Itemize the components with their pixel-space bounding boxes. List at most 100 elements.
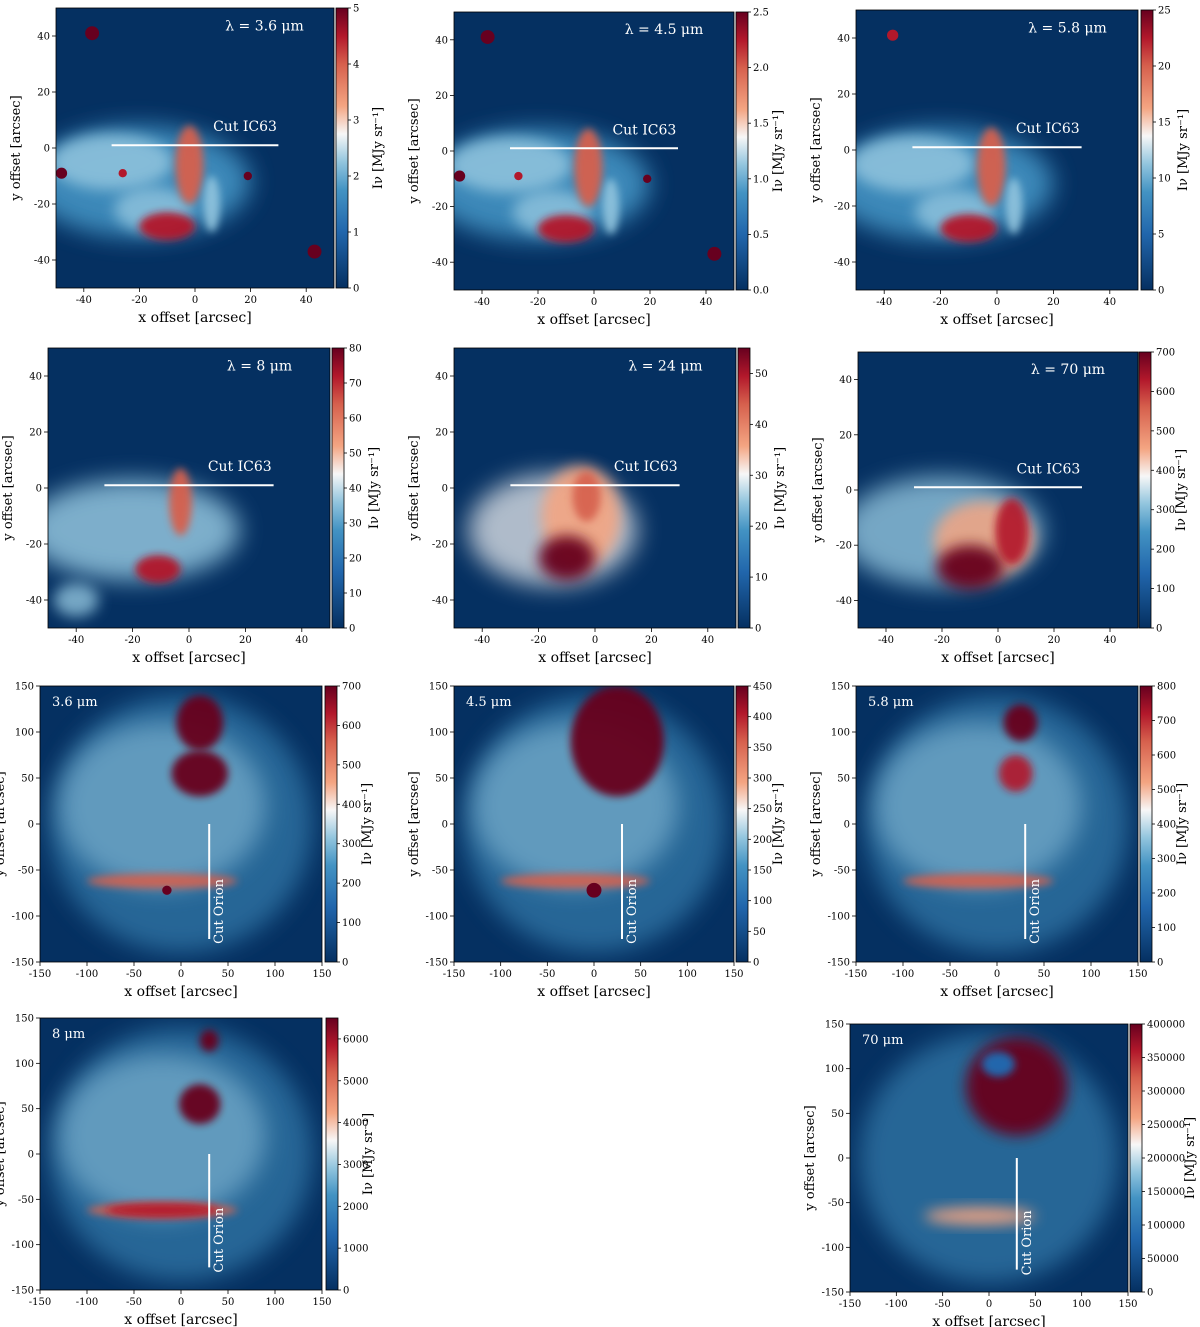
emission-blob [874, 722, 1082, 889]
y-tick-label: 100 [429, 728, 448, 739]
colorbar-tick-label: 450 [753, 682, 772, 693]
colorbar-gradient [1129, 1023, 1143, 1293]
x-tick-label: 150 [312, 969, 331, 980]
y-tick-label: -50 [18, 866, 34, 877]
panel-3: Cut IC63 λ = 5.8 μm -40 -20 0 20 40 -40 -20 0 20 40… [809, 6, 1191, 329]
y-tick-label: 50 [21, 1104, 34, 1115]
emission-blob [480, 30, 495, 44]
emission-blob [162, 885, 172, 895]
emission-blob [602, 178, 620, 235]
cut-label: Cut Orion [1028, 878, 1043, 944]
emission-blob [179, 1084, 221, 1125]
emission-blob [977, 127, 1006, 206]
emission-blob [171, 750, 228, 797]
x-tick-label: 0 [994, 297, 1000, 308]
y-tick-label: 20 [37, 88, 50, 99]
colorbar-gradient [331, 347, 345, 629]
cut-label: Cut Orion [1020, 1210, 1035, 1276]
panel-9: Cut Orion 5.8 μm -150 -100 -50 0 50 100 150 -150 -… [809, 682, 1190, 1001]
heatmap-image [454, 348, 736, 628]
emission-blob [58, 1054, 266, 1218]
emission-blob [87, 873, 238, 889]
y-tick-label: -150 [426, 958, 448, 969]
emission-blob [514, 171, 523, 181]
y-tick-label: 0 [844, 820, 850, 831]
emission-blob [203, 176, 221, 232]
y-tick-label: 40 [435, 372, 448, 383]
wavelength-label: 8 μm [52, 1027, 85, 1042]
colorbar-tick-label: 6000 [343, 1034, 368, 1045]
colorbar-label: Iν [MJy sr⁻¹] [361, 1113, 376, 1195]
emission-blob [135, 555, 181, 584]
colorbar-tick-label: 10 [1158, 174, 1171, 185]
y-tick-label: 100 [15, 1059, 34, 1070]
colorbar-tick-label: 10 [349, 589, 362, 600]
emission-blob [105, 1202, 219, 1218]
x-tick-label: 40 [300, 295, 313, 306]
emission-blob [56, 167, 68, 179]
panel-4: Cut IC63 λ = 8 μm -40 -20 0 20 40 -40 -20 0 20 40 x … [1, 344, 382, 667]
y-tick-label: -100 [12, 1240, 34, 1251]
x-tick-label: -20 [125, 635, 141, 646]
panel-5: Cut IC63 λ = 24 μm -40 -20 0 20 40 -40 -20 0 20 40 x… [407, 347, 788, 666]
colorbar-tick-label: 100 [1156, 584, 1175, 595]
colorbar-gradient [335, 7, 349, 289]
colorbar: 0 10 20 30 40 50 60 70 80 Iν [MJy sr⁻¹] [331, 344, 382, 635]
cut-label: Cut Orion [212, 878, 227, 944]
x-tick-label: -40 [474, 635, 490, 646]
x-axis-label: x offset [arcsec] [124, 1312, 237, 1327]
colorbar-tick-label: 350 [753, 743, 772, 754]
x-axis-label: x offset [arcsec] [538, 650, 651, 666]
x-tick-label: -100 [885, 1299, 907, 1310]
x-tick-label: 150 [1118, 1299, 1137, 1310]
emission-blob [924, 1207, 1036, 1225]
y-tick-label: 0 [28, 820, 34, 831]
y-tick-label: 150 [831, 682, 850, 693]
colorbar-tick-label: 70 [349, 379, 362, 390]
y-axis-label: y offset [arcsec] [1, 435, 16, 541]
colorbar-tick-label: 0 [1157, 958, 1163, 969]
cut-label: Cut IC63 [208, 459, 272, 475]
x-tick-label: -150 [839, 1299, 861, 1310]
colorbar-tick-label: 300 [342, 839, 361, 850]
wavelength-label: λ = 24 μm [628, 358, 702, 374]
emission-blob [936, 545, 1004, 590]
colorbar-label: Iν [MJy sr⁻¹] [771, 783, 786, 865]
colorbar-tick-label: 300000 [1147, 1087, 1185, 1098]
colorbar-tick-label: 600 [1157, 751, 1176, 762]
x-axis-label: x offset [arcsec] [932, 1314, 1045, 1327]
x-tick-label: -40 [876, 297, 892, 308]
wavelength-label: λ = 70 μm [1031, 362, 1105, 378]
x-tick-label: -20 [531, 635, 547, 646]
y-tick-label: 50 [831, 1109, 844, 1120]
colorbar-tick-label: 50000 [1147, 1254, 1179, 1265]
y-tick-label: 150 [15, 682, 34, 693]
y-tick-label: 0 [442, 147, 448, 158]
colorbar-label: Iν [MJy sr⁻¹] [1175, 783, 1190, 865]
colorbar-gradient [735, 11, 749, 291]
heatmap-image [40, 686, 322, 962]
colorbar-tick-label: 30 [755, 471, 768, 482]
y-axis-label: y offset [arcsec] [9, 95, 24, 201]
colorbar: 0.0 0.5 1.0 1.5 2.0 2.5 Iν [MJy sr⁻¹] [735, 8, 786, 297]
y-tick-label: 0 [838, 1154, 844, 1165]
colorbar-tick-label: 20 [349, 554, 362, 565]
x-axis-label: x offset [arcsec] [124, 984, 237, 1000]
emission-blob [500, 873, 650, 889]
cut-label: Cut IC63 [1016, 461, 1080, 477]
x-tick-label: 20 [1047, 297, 1060, 308]
colorbar-tick-label: 60 [349, 414, 362, 425]
emission-blob [903, 873, 1054, 889]
colorbar-tick-label: 50 [349, 449, 362, 460]
x-tick-label: 100 [678, 969, 697, 980]
colorbar-label: Iν [MJy sr⁻¹] [360, 783, 375, 865]
x-axis-label: x offset [arcsec] [941, 650, 1054, 666]
y-tick-label: 50 [21, 774, 34, 785]
x-tick-label: 0 [995, 635, 1001, 646]
emission-blob [887, 29, 899, 41]
colorbar-tick-label: 4 [353, 60, 359, 71]
colorbar-tick-label: 50 [753, 927, 766, 938]
colorbar-tick-label: 4000 [343, 1118, 368, 1129]
y-tick-label: -20 [26, 540, 42, 551]
